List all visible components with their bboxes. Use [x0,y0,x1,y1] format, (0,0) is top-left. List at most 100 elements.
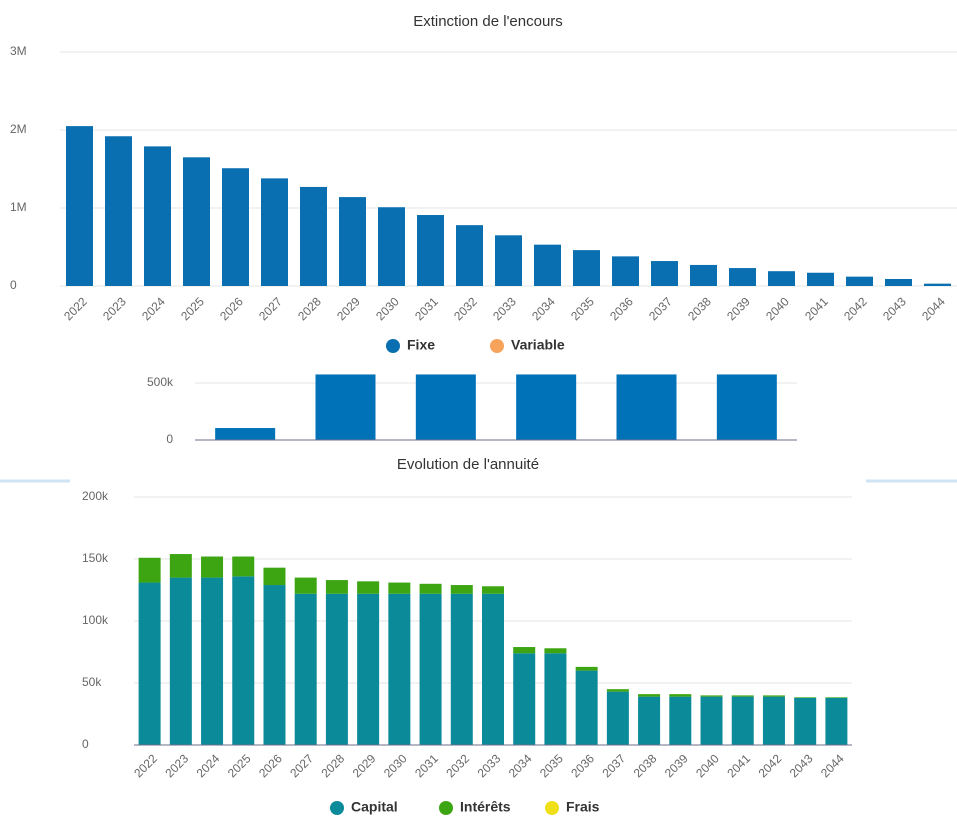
y-tick-label: 500k [147,375,174,389]
bar [378,207,405,286]
legend-label: Capital [351,799,398,815]
bar [924,283,951,286]
chart-title: Evolution de l'annuité [397,456,539,473]
bar [700,696,723,745]
bar [388,582,411,594]
bar [169,554,192,578]
bar [201,556,224,578]
legend-label: Variable [511,337,565,353]
bar [731,695,754,697]
x-tick-label: 2037 [646,294,675,323]
y-tick-label: 200k [82,489,109,503]
bar [716,374,777,440]
bar [700,695,723,697]
bar [544,653,567,745]
bar [450,593,473,745]
x-tick-label: 2030 [373,294,402,323]
x-tick-label: 2031 [412,294,441,323]
bar [357,593,380,745]
y-tick-label: 0 [82,737,89,751]
bar [825,697,848,745]
bar [215,428,276,440]
x-tick-label: 2025 [178,294,207,323]
bar [606,691,629,745]
x-tick-label: 2041 [802,294,831,323]
bar [263,567,286,586]
bar [616,374,677,440]
bar [294,577,317,594]
bar [419,583,442,594]
bar [315,374,376,440]
x-tick-label: 2023 [100,294,129,323]
bar [388,593,411,745]
x-tick-label: 2036 [607,294,636,323]
x-tick-label: 2042 [841,294,870,323]
bar [232,576,255,745]
y-tick-label: 150k [82,551,109,565]
x-tick-label: 2044 [919,294,948,323]
x-tick-label: 2022 [61,294,90,323]
x-tick-label: 2024 [139,294,168,323]
legend-label: Fixe [407,337,435,353]
bar [762,696,785,745]
bar [638,694,661,697]
y-tick-label: 1M [10,200,27,214]
bar [339,197,366,286]
y-tick-label: 0 [10,278,17,292]
bar [456,225,483,286]
legend-label: Frais [566,799,600,815]
bar [729,268,756,286]
legend-marker [490,339,504,353]
bar [731,696,754,745]
x-tick-label: 2034 [529,294,558,323]
chart-extinction: Extinction de l'encours 0 1M 2M 3M 2022 2023 20… [10,13,957,353]
x-tick-label: 2035 [568,294,597,323]
bar [669,694,692,697]
x-tick-label: 2040 [763,294,792,323]
bar [846,276,873,286]
bar [294,593,317,745]
x-tick-label: 2029 [334,294,363,323]
y-tick-label: 3M [10,44,27,58]
bar [606,689,629,692]
bar [105,136,132,286]
bar [450,585,473,594]
bar [417,215,444,286]
bar [807,272,834,286]
x-tick-label: 2032 [451,294,480,323]
bar [573,250,600,286]
bar [261,178,288,286]
bar [690,264,717,286]
bar [544,648,567,654]
bar [534,244,561,286]
bar [651,261,678,286]
legend-marker [439,801,453,815]
y-tick-label: 100k [82,613,109,627]
bar [669,696,692,745]
y-tick-label: 2M [10,122,27,136]
bar [513,653,536,745]
legend-label: Intérêts [460,799,511,815]
x-tick-label: 2043 [880,294,909,323]
bar [638,696,661,745]
bar [575,670,598,745]
legend-marker [545,801,559,815]
bar [516,374,577,440]
bar [222,168,249,286]
bar [325,593,348,745]
bar [419,593,442,745]
chart-title: Extinction de l'encours [413,13,563,30]
bar [201,577,224,745]
bar [357,581,380,594]
bar [794,697,817,698]
x-tick-label: 2028 [295,294,324,323]
bar [495,235,522,286]
bar [762,695,785,697]
x-tick-label: 2039 [724,294,753,323]
x-tick-label: 2033 [490,294,519,323]
bar [825,697,848,698]
legend-marker [330,801,344,815]
y-tick-label: 50k [82,675,102,689]
bar [138,582,161,745]
bar [482,586,504,594]
